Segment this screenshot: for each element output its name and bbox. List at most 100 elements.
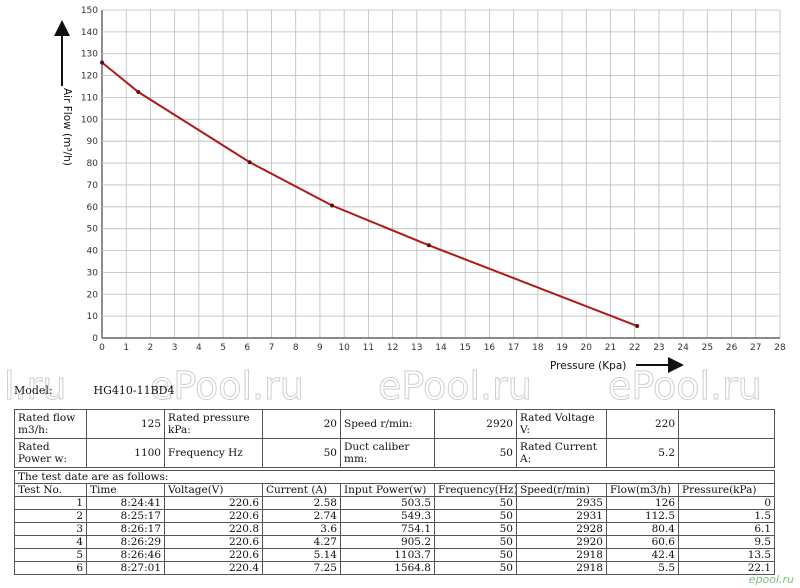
cell-pressure: 22.1 [677, 561, 776, 575]
cell-time: 8:26:46 [86, 548, 165, 562]
spec-empty-cell [678, 438, 775, 468]
cell-flow: 80.4 [606, 522, 679, 536]
cell-input-power: 1103.7 [340, 548, 435, 562]
y-tick-label: 140 [81, 28, 98, 38]
cell-frequency: 50 [434, 535, 517, 549]
header-pressure: Pressure(kPa) [677, 483, 776, 497]
x-tick-label: 16 [484, 343, 496, 353]
y-tick-label: 110 [81, 93, 98, 103]
y-tick-label: 70 [87, 181, 99, 191]
x-tick-label: 26 [726, 343, 738, 353]
cell-frequency: 50 [434, 561, 517, 575]
cell-test-no: 3 [14, 522, 87, 536]
header-frequency: Frequency(Hz) [434, 483, 517, 497]
test-note: The test date are as follows: [13, 470, 776, 484]
cell-speed: 2928 [516, 522, 607, 536]
airflow-pressure-chart: 0 1 2 3 4 5 6 7 8 9 10 11 12 13 14 15 16 17 18 19 20 21 22 23 24… [54, 6, 786, 373]
cell-current: 4.27 [262, 535, 341, 549]
frequency-value: 50 [262, 438, 341, 468]
cell-current: 5.14 [262, 548, 341, 562]
cell-speed: 2920 [516, 535, 607, 549]
speed-label: Speed r/min: [340, 409, 435, 439]
x-tick-label: 14 [435, 343, 447, 353]
x-tick-label: 17 [508, 343, 519, 353]
cell-speed: 2918 [516, 548, 607, 562]
test-note-row: The test date are as follows: [13, 470, 776, 484]
cell-test-no: 2 [14, 509, 87, 523]
cell-input-power: 905.2 [340, 535, 435, 549]
rated-pressure-label: Rated pressure kPa: [164, 409, 263, 439]
x-tick-label: 27 [750, 343, 761, 353]
cell-speed: 2931 [516, 509, 607, 523]
x-tick-label: 23 [653, 343, 664, 353]
model-label: Model: [14, 384, 53, 397]
grid-lines [101, 9, 781, 339]
header-input-power: Input Power(w) [340, 483, 435, 497]
x-tick-label: 20 [581, 343, 593, 353]
y-tick-label: 30 [87, 268, 99, 278]
x-tick-label: 25 [702, 343, 713, 353]
x-tick-label: 24 [677, 343, 689, 353]
x-tick-label: 6 [244, 343, 250, 353]
x-tick-labels: 0 1 2 3 4 5 6 7 8 9 10 11 12 13 14 15 16 17 18 19 20 21 22 23 24… [99, 343, 786, 353]
header-current: Current (A) [262, 483, 341, 497]
rated-power-label: Rated Power w: [14, 438, 87, 468]
table-row: 5 8:26:46 220.6 5.14 1103.7 50 2918 42.4… [14, 548, 776, 562]
header-time: Time [86, 483, 165, 497]
x-tick-label: 1 [123, 343, 129, 353]
frequency-label: Frequency Hz [164, 438, 263, 468]
x-tick-label: 10 [338, 343, 350, 353]
data-points [100, 60, 640, 328]
cell-pressure: 0 [677, 496, 776, 510]
data-point [426, 243, 431, 248]
speed-value: 2920 [434, 409, 517, 439]
table-row: 1 8:24:41 220.6 2.58 503.5 50 2935 126 0 [14, 496, 776, 510]
cell-voltage: 220.4 [164, 561, 263, 575]
cell-speed: 2935 [516, 496, 607, 510]
cell-voltage: 220.6 [164, 496, 263, 510]
cell-test-no: 1 [14, 496, 87, 510]
rated-flow-label: Rated flow m3/h: [14, 409, 87, 439]
rated-flow-value: 125 [86, 409, 165, 439]
x-tick-label: 28 [774, 343, 786, 353]
cell-voltage: 220.6 [164, 535, 263, 549]
rated-voltage-label: Rated Voltage V: [516, 409, 607, 439]
table-row: 4 8:26:29 220.6 4.27 905.2 50 2920 60.6 … [14, 535, 776, 549]
cell-time: 8:26:17 [86, 522, 165, 536]
x-tick-label: 7 [269, 343, 275, 353]
cell-current: 2.58 [262, 496, 341, 510]
x-tick-label: 12 [387, 343, 398, 353]
x-tick-label: 19 [556, 343, 568, 353]
table-row: 6 8:27:01 220.4 7.25 1564.8 50 2918 5.5 … [14, 561, 776, 575]
cell-time: 8:27:01 [86, 561, 165, 575]
data-point [100, 60, 104, 65]
cell-test-no: 5 [14, 548, 87, 562]
cell-input-power: 1564.8 [340, 561, 435, 575]
cell-voltage: 220.6 [164, 548, 263, 562]
cell-speed: 2918 [516, 561, 607, 575]
rated-current-value: 5.2 [606, 438, 679, 468]
spec-row: Rated flow m3/h: 125 Rated pressure kPa:… [14, 409, 775, 439]
header-speed: Speed(r/min) [516, 483, 607, 497]
duct-caliber-label: Duct caliber mm: [340, 438, 435, 468]
cell-input-power: 549.3 [340, 509, 435, 523]
header-flow: Flow(m3/h) [606, 483, 679, 497]
cell-pressure: 9.5 [677, 535, 776, 549]
y-tick-label: 120 [81, 72, 98, 82]
rated-voltage-value: 220 [606, 409, 679, 439]
y-tick-label: 130 [81, 50, 98, 60]
cell-current: 2.74 [262, 509, 341, 523]
cell-time: 8:24:41 [86, 496, 165, 510]
cell-flow: 60.6 [606, 535, 679, 549]
y-axis-label: Air Flow (m³/h) [61, 88, 73, 166]
cell-current: 3.6 [262, 522, 341, 536]
duct-caliber-value: 50 [434, 438, 517, 468]
test-header-row: Test No. Time Voltage(V) Current (A) Inp… [14, 483, 776, 497]
cell-input-power: 754.1 [340, 522, 435, 536]
rated-pressure-value: 20 [262, 409, 341, 439]
cell-test-no: 6 [14, 561, 87, 575]
cell-frequency: 50 [434, 496, 517, 510]
cell-time: 8:26:29 [86, 535, 165, 549]
model-value: HG410-11BD4 [93, 384, 175, 397]
y-tick-label: 20 [87, 290, 99, 300]
